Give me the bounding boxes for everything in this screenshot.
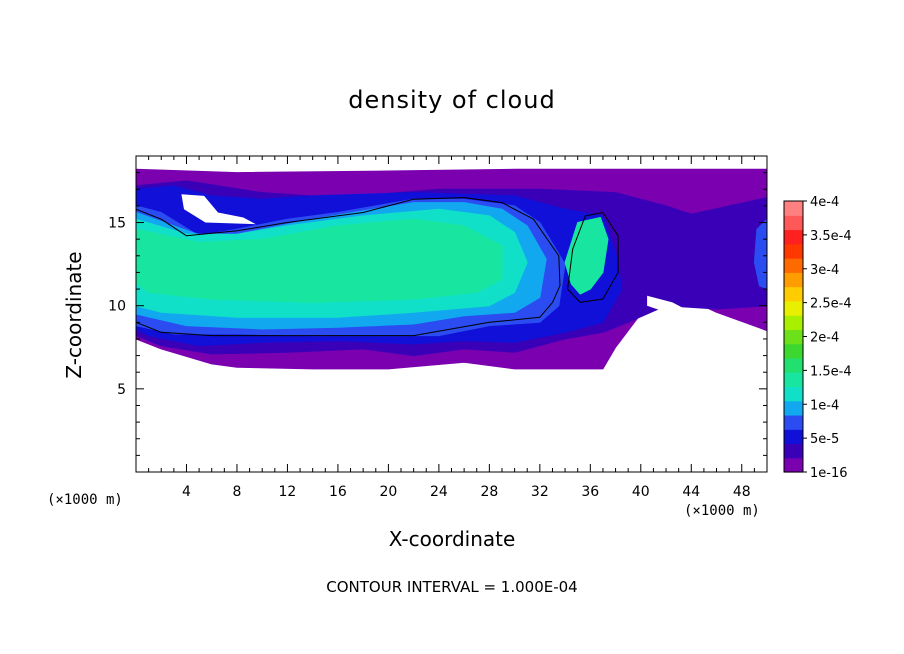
colorbar-swatch xyxy=(784,201,803,216)
y-tick-label: 5 xyxy=(117,382,126,398)
colorbar-swatch xyxy=(784,258,803,273)
colorbar-swatch xyxy=(784,443,803,459)
density-field xyxy=(136,168,767,370)
chart-title: density of cloud xyxy=(348,86,556,114)
y-tick-label: 15 xyxy=(108,216,126,232)
x-unit-label-left: (×1000 m) xyxy=(47,492,123,508)
density-region-7 xyxy=(564,217,609,295)
x-tick-label: 48 xyxy=(733,484,751,500)
colorbar-label: 5e-5 xyxy=(810,432,839,447)
x-tick-label: 36 xyxy=(581,484,599,500)
colorbar-swatch xyxy=(784,457,803,473)
colorbar-label: 3e-4 xyxy=(810,263,839,278)
contour-lines xyxy=(136,197,619,337)
density-region-6 xyxy=(136,218,503,303)
density-region-8 xyxy=(753,218,767,290)
colorbar-swatch xyxy=(784,372,803,388)
colorbar-swatch xyxy=(784,414,803,430)
x-tick-label: 28 xyxy=(480,484,498,500)
colorbar-swatch xyxy=(784,400,803,416)
colorbar-label: 1.5e-4 xyxy=(810,364,852,379)
x-tick-label: 24 xyxy=(430,484,448,500)
colorbar: 1e-16 5e-5 1e-4 1.5e-4 2e-4 2.5e-4 3e-4 3.5e-4 4… xyxy=(783,195,852,481)
colorbar-label: 4e-4 xyxy=(810,195,839,210)
clear-air-gap-0 xyxy=(647,295,736,333)
colorbar-swatch xyxy=(784,215,803,231)
colorbar-swatch xyxy=(784,243,803,259)
contour-line-0 xyxy=(136,197,561,337)
x-tick-label: 8 xyxy=(232,484,241,500)
x-unit-label-right: (×1000 m) xyxy=(684,503,760,519)
colorbar-label: 2e-4 xyxy=(810,331,839,346)
x-tick-label: 16 xyxy=(329,484,347,500)
x-tick-label: 44 xyxy=(682,484,700,500)
colorbar-swatch xyxy=(784,429,803,445)
colorbar-label: 1e-4 xyxy=(810,398,839,413)
colorbar-swatch xyxy=(784,329,803,345)
contour-interval-note: CONTOUR INTERVAL = 1.000E-04 xyxy=(326,578,578,596)
colorbar-swatch xyxy=(784,315,803,330)
colorbar-label: 1e-16 xyxy=(810,466,848,481)
colorbar-swatch xyxy=(784,272,803,288)
x-tick-label: 12 xyxy=(279,484,297,500)
x-tick-label: 32 xyxy=(531,484,549,500)
colorbar-swatch xyxy=(784,343,803,359)
contour-line-1 xyxy=(567,212,619,303)
colorbar-swatch xyxy=(784,286,803,302)
x-tick-label: 20 xyxy=(379,484,397,500)
x-tick-label: 40 xyxy=(632,484,650,500)
y-tick-label: 10 xyxy=(108,299,126,315)
colorbar-swatch xyxy=(784,229,803,245)
colorbar-swatch xyxy=(784,357,803,373)
x-axis-label: X-coordinate xyxy=(0,527,904,551)
colorbar-label: 3.5e-4 xyxy=(810,229,852,244)
colorbar-swatch xyxy=(784,300,803,316)
colorbar-swatch xyxy=(784,386,803,402)
colorbar-label: 2.5e-4 xyxy=(810,297,852,312)
x-tick-label: 4 xyxy=(182,484,191,500)
x-axis-label-text: X-coordinate xyxy=(388,527,516,551)
clear-air-gap-2 xyxy=(181,194,256,225)
clear-air-gap-1 xyxy=(707,342,732,356)
